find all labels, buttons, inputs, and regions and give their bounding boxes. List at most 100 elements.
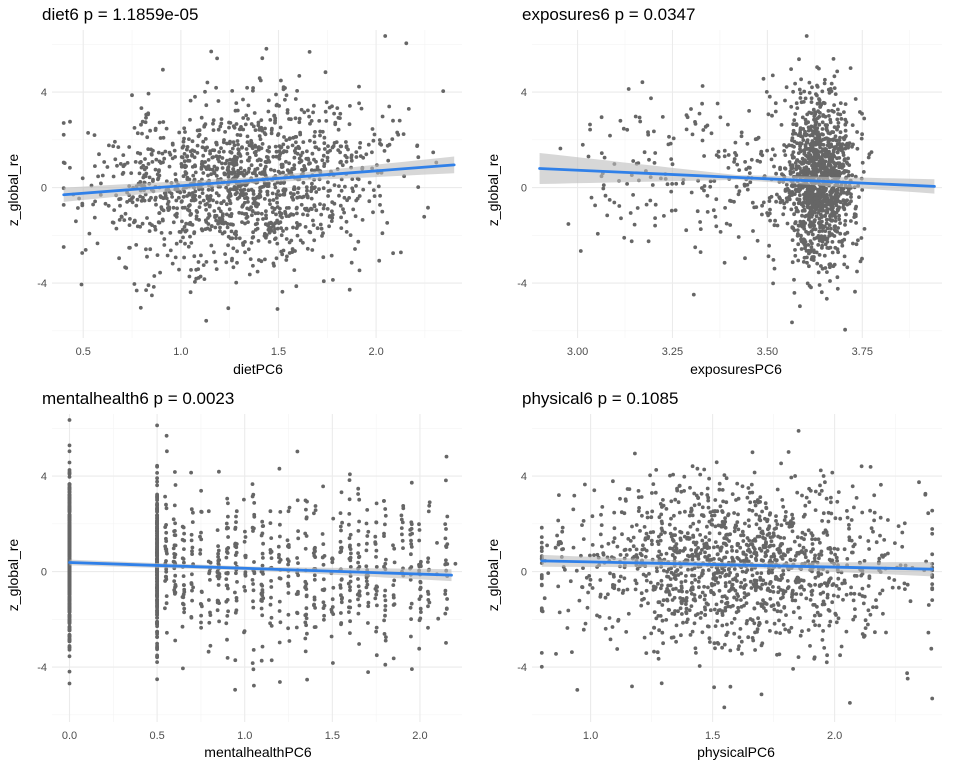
data-point — [803, 158, 807, 163]
data-point — [833, 245, 838, 250]
data-point — [190, 545, 195, 550]
data-point — [722, 555, 726, 560]
data-point — [349, 260, 354, 265]
data-point — [322, 147, 327, 151]
data-point — [339, 215, 343, 220]
data-point — [763, 501, 768, 506]
data-point — [426, 556, 431, 561]
data-point — [580, 585, 584, 589]
data-point — [67, 495, 72, 500]
data-point — [188, 117, 192, 122]
data-point — [277, 149, 282, 154]
data-point — [230, 146, 235, 151]
data-point — [285, 111, 290, 115]
data-point — [843, 232, 847, 236]
data-point — [714, 224, 719, 229]
data-point — [371, 138, 376, 143]
data-point — [338, 116, 342, 120]
data-point — [790, 153, 795, 158]
data-point — [67, 523, 72, 528]
x-tick-label: 0.5 — [149, 730, 164, 742]
data-point — [387, 104, 392, 109]
data-point — [356, 597, 360, 602]
data-point — [793, 81, 797, 86]
data-point — [872, 518, 876, 523]
data-point — [732, 631, 737, 636]
data-point — [246, 200, 250, 204]
data-point — [272, 182, 277, 187]
data-point — [400, 532, 404, 537]
data-point — [162, 237, 167, 241]
data-point — [801, 237, 806, 242]
data-point — [830, 214, 834, 218]
data-point — [287, 170, 292, 175]
data-point — [96, 174, 100, 179]
data-point — [702, 188, 706, 193]
data-point — [829, 495, 833, 500]
data-point — [768, 218, 772, 223]
data-point — [383, 598, 388, 603]
data-point — [67, 575, 72, 580]
data-point — [384, 635, 388, 639]
data-point — [670, 537, 675, 542]
data-point — [168, 248, 173, 253]
data-point — [670, 162, 675, 167]
data-point — [783, 189, 788, 193]
data-point — [134, 203, 139, 208]
data-point — [67, 509, 72, 514]
data-point — [669, 516, 673, 521]
data-point — [266, 98, 271, 103]
data-point — [138, 224, 143, 229]
data-point — [298, 130, 302, 135]
data-point — [142, 198, 147, 203]
data-point — [744, 601, 749, 605]
data-point — [270, 205, 275, 210]
data-point — [772, 266, 777, 271]
data-point — [382, 531, 386, 536]
data-point — [233, 527, 238, 531]
data-point — [644, 651, 649, 655]
data-point — [796, 655, 801, 659]
data-point — [103, 201, 108, 206]
data-point — [172, 543, 177, 548]
data-point — [144, 288, 149, 292]
data-point — [67, 492, 72, 497]
data-point — [814, 214, 819, 219]
data-point — [67, 545, 72, 550]
data-point — [782, 205, 787, 210]
data-point — [557, 610, 562, 615]
data-point — [242, 173, 246, 178]
data-point — [796, 223, 801, 228]
data-point — [365, 541, 369, 546]
data-point — [205, 226, 210, 231]
data-point — [205, 145, 210, 150]
data-point — [798, 193, 802, 198]
data-point — [837, 217, 842, 222]
data-point — [308, 138, 312, 143]
data-point — [828, 120, 833, 125]
data-point — [838, 231, 843, 236]
data-point — [930, 531, 935, 536]
data-point — [608, 133, 612, 138]
panel-title: physical6 p = 0.1085 — [522, 389, 678, 408]
data-point — [713, 214, 718, 219]
data-point — [274, 256, 279, 261]
data-point — [572, 493, 577, 498]
data-point — [67, 578, 72, 583]
data-point — [343, 184, 347, 189]
data-point — [131, 195, 135, 200]
data-point — [236, 142, 240, 147]
data-point — [836, 490, 841, 494]
data-point — [268, 202, 272, 207]
data-point — [849, 195, 853, 199]
data-point — [270, 126, 274, 131]
data-point — [167, 164, 172, 169]
data-point — [313, 625, 318, 629]
data-point — [242, 497, 246, 502]
data-point — [155, 483, 160, 488]
data-point — [798, 91, 803, 96]
data-point — [202, 123, 207, 128]
data-point — [305, 677, 309, 682]
data-point — [772, 621, 777, 626]
data-point — [192, 230, 197, 235]
